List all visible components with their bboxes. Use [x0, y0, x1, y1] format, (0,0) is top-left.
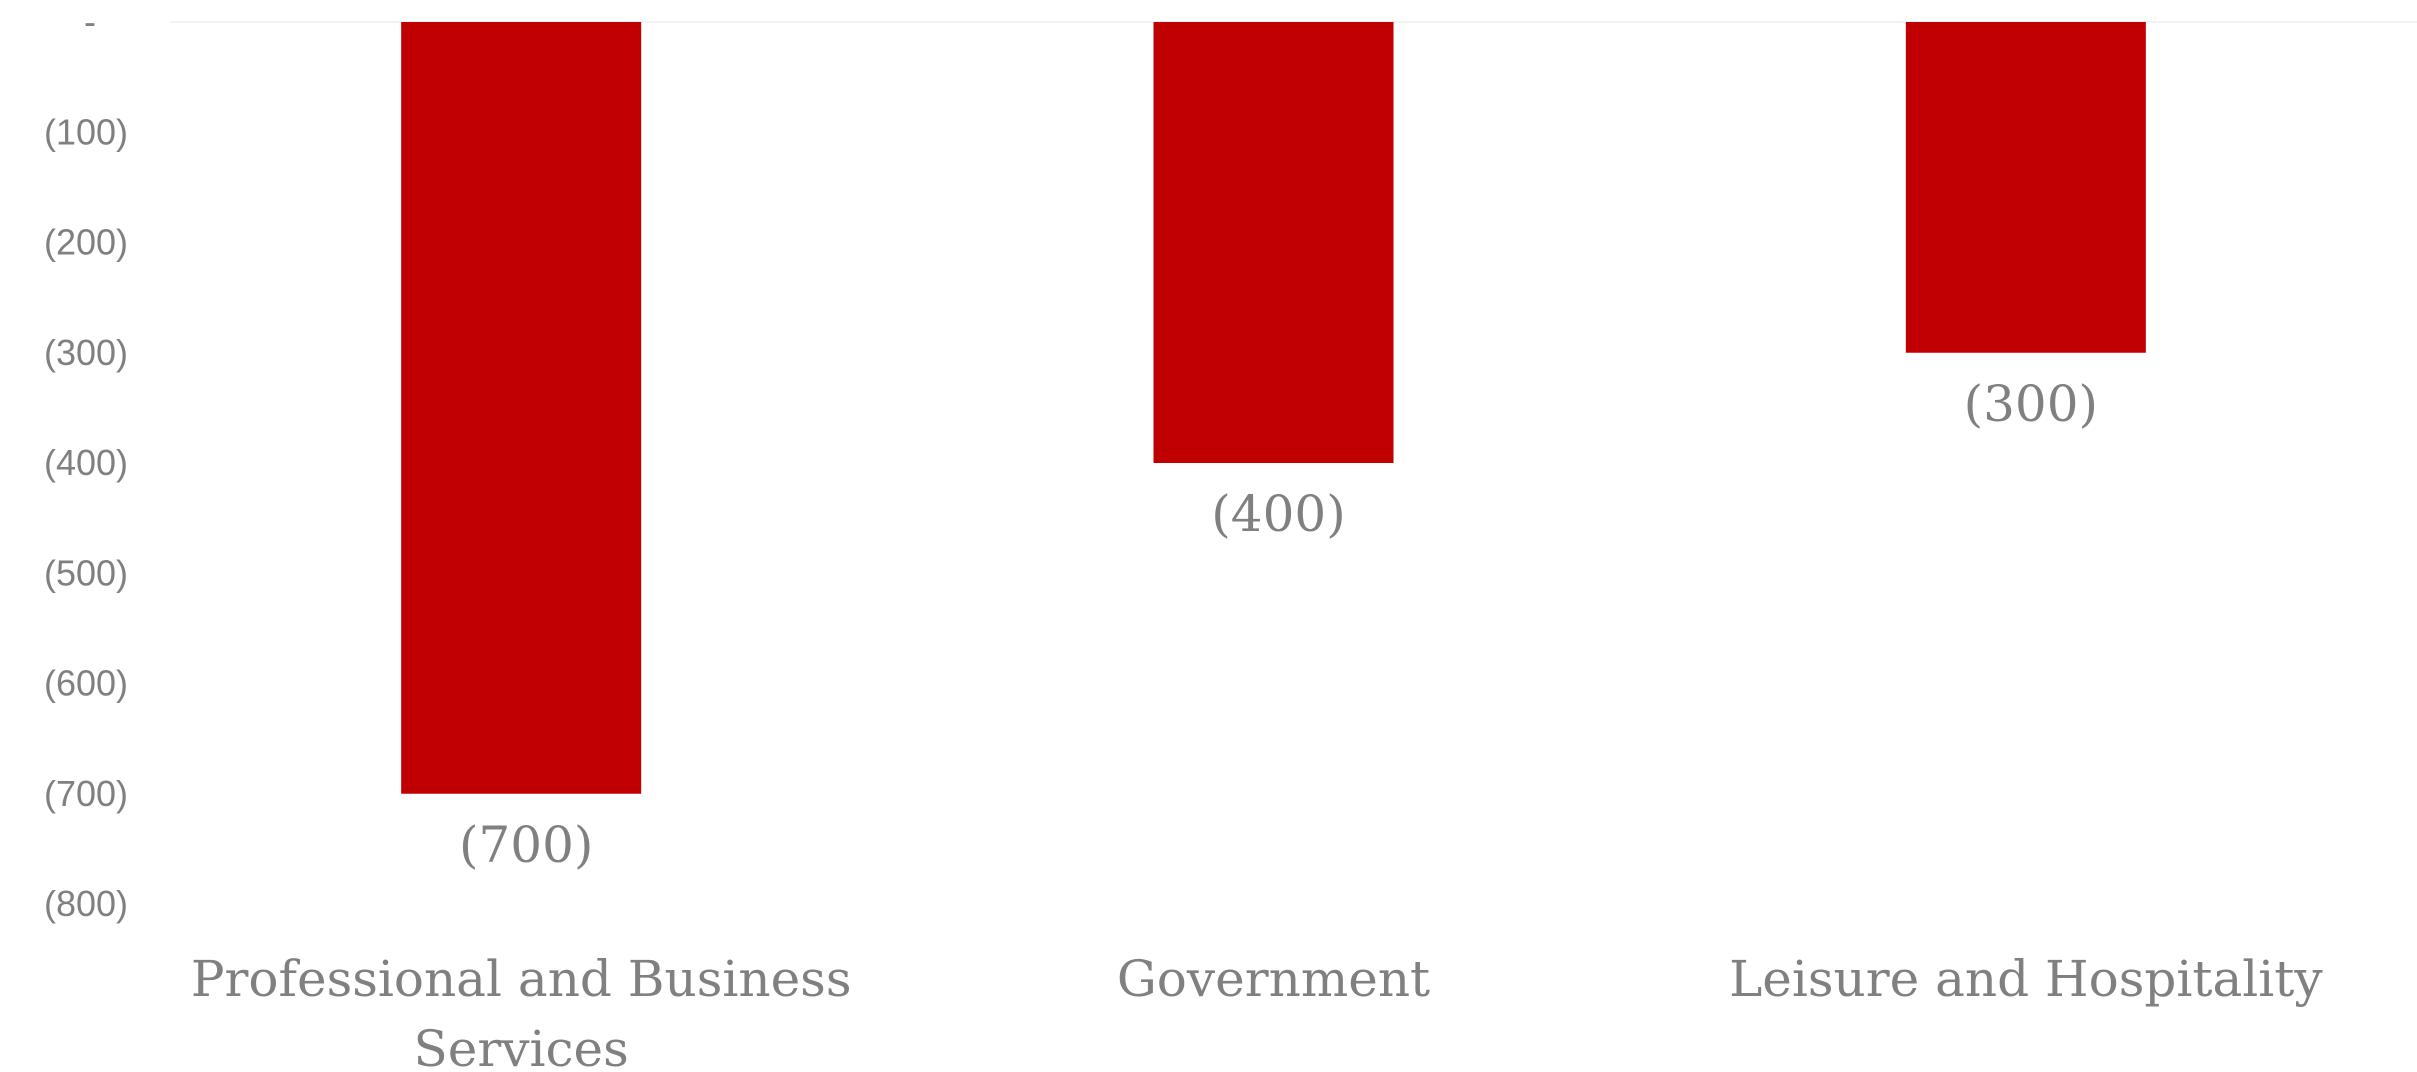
y-axis-ticks: - (100) (200) (300) (400) (500) (600) (700) (800…	[44, 1, 128, 924]
data-labels: (700) (400) (300)	[459, 375, 2098, 874]
category-label: Professional and Business	[191, 950, 852, 1008]
y-tick-label: (700)	[44, 773, 128, 814]
category-label: Leisure and Hospitality	[1729, 950, 2323, 1008]
bar	[1905, 22, 2146, 353]
bar	[401, 22, 642, 794]
category-labels: Professional and Business Services Governm…	[191, 950, 2324, 1072]
bars	[401, 22, 2146, 794]
category-label: Government	[1117, 950, 1430, 1008]
y-tick-label: (200)	[44, 222, 128, 263]
y-tick-label: (400)	[44, 442, 128, 483]
y-tick-label: (800)	[44, 883, 128, 924]
y-tick-label: (100)	[44, 111, 128, 152]
bar	[1153, 22, 1394, 463]
y-tick-label: (600)	[44, 663, 128, 704]
data-label: (300)	[1964, 375, 2098, 433]
y-tick-label: (500)	[44, 552, 128, 593]
y-tick-label: -	[84, 1, 96, 42]
y-tick-label: (300)	[44, 332, 128, 373]
data-label: (400)	[1211, 485, 1345, 543]
category-label: Services	[414, 1020, 629, 1072]
data-label: (700)	[459, 816, 593, 874]
